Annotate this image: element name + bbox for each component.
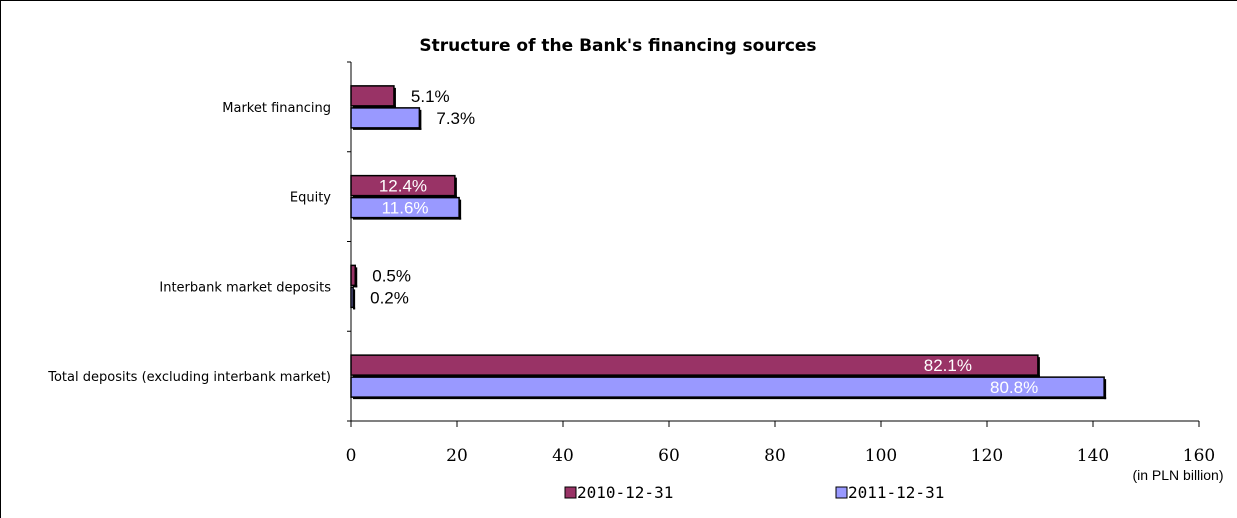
data-label: 0.5%	[372, 266, 411, 285]
legend-label-2011-12-31: 2011-12-31	[848, 483, 944, 502]
bar-shadow	[353, 195, 457, 198]
legend-label-2010-12-31: 2010-12-31	[577, 483, 673, 502]
data-label: 12.4%	[379, 177, 427, 196]
bar-2010-12-31	[350, 264, 356, 287]
data-label: 0.2%	[370, 288, 409, 307]
legend: 2010-12-31 2011-12-31	[564, 483, 944, 502]
bar-shadow	[353, 127, 422, 130]
bar-shadow	[393, 87, 396, 108]
x-tick-label: 100	[865, 446, 897, 466]
x-tick-label: 160	[1183, 446, 1215, 466]
bar-shadow	[459, 199, 462, 220]
bar-shadow	[355, 267, 358, 288]
bar-shadow	[419, 109, 422, 130]
bar-shadow	[353, 285, 358, 288]
bar-2010-12-31	[350, 85, 395, 107]
x-tick-label: 40	[552, 446, 574, 466]
category-label: Total deposits (excluding interbank mark…	[47, 370, 331, 385]
x-tick-label: 60	[658, 446, 680, 466]
legend-swatch-2010-12-31	[564, 486, 577, 499]
data-label: 7.3%	[436, 109, 475, 128]
legend-swatch-2011-12-31	[835, 486, 848, 499]
category-label: Market financing	[222, 101, 331, 116]
bar-2011-12-31	[350, 286, 354, 309]
category-label: Equity	[290, 191, 331, 206]
x-tick-label: 80	[764, 446, 786, 466]
plot-area: 0 20 40 60 80 100 120 140 160 Market financing 5.1…	[47, 61, 1215, 466]
x-tick-label: 0	[346, 446, 357, 466]
bar-shadow	[1104, 379, 1107, 400]
data-label: 5.1%	[411, 87, 450, 106]
data-label: 80.8%	[990, 378, 1038, 397]
data-label: 11.6%	[382, 199, 429, 218]
bar-shadow	[353, 375, 1040, 378]
bar-shadow	[454, 177, 457, 198]
bar-shadow	[353, 105, 396, 108]
x-tick-label: 140	[1077, 446, 1109, 466]
bar-shadow	[1037, 357, 1040, 378]
bar-shadow	[353, 217, 462, 220]
bar-shadow	[353, 289, 356, 310]
x-tick-label: 120	[971, 446, 1003, 466]
bar-shadow	[353, 397, 1107, 400]
bar-2011-12-31	[350, 107, 421, 129]
chart-title: Structure of the Bank's financing source…	[419, 36, 816, 56]
category-label: Interbank market deposits	[159, 280, 331, 295]
x-axis-unit-label: (in PLN billion)	[1132, 467, 1223, 483]
x-tick-label: 20	[446, 446, 468, 466]
data-label: 82.1%	[924, 356, 972, 375]
